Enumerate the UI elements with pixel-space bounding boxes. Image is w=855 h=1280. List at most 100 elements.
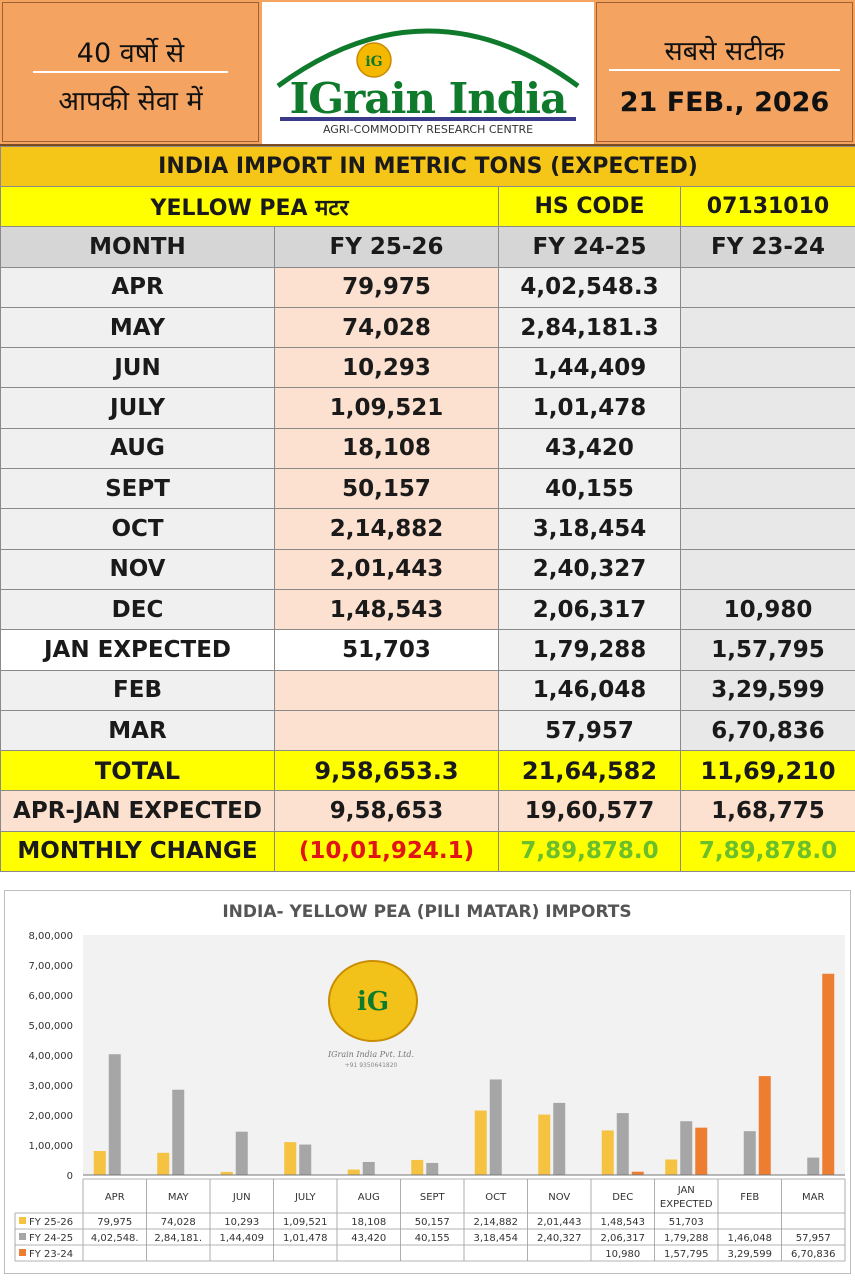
monthly-change-fy26: (10,01,924.1) — [274, 830, 499, 873]
legend-label: FY 24-25 — [29, 1233, 73, 1244]
table-row: MAR 57,957 6,70,836 — [0, 709, 855, 752]
fy25-cell: 2,06,317 — [498, 588, 681, 631]
imports-bar-chart: INDIA- YELLOW PEA (PILI MATAR) IMPORTS iG… — [14, 902, 846, 1262]
y-tick-label: 4,00,000 — [28, 1051, 73, 1062]
fy24-cell — [680, 508, 855, 550]
bar — [489, 1079, 502, 1175]
apr-jan-fy24: 1,68,775 — [680, 790, 855, 832]
fy24-cell — [680, 427, 855, 470]
data-label: 10,980 — [605, 1249, 640, 1260]
monthly-change-fy24: 7,89,878.0 — [680, 830, 855, 873]
brand-divider — [280, 117, 576, 121]
table-row: NOV 2,01,443 2,40,327 — [0, 548, 855, 590]
month-cell: DEC — [0, 588, 275, 631]
data-label: 2,84,181. — [154, 1233, 202, 1244]
bar — [411, 1159, 424, 1175]
data-label: 1,79,288 — [664, 1233, 709, 1244]
fy26-cell: 74,028 — [274, 306, 499, 349]
table-row: FEB 1,46,048 3,29,599 — [0, 669, 855, 711]
data-label: 1,09,521 — [283, 1217, 328, 1228]
total-fy26: 9,58,653.3 — [274, 750, 499, 792]
x-tick-label: APR — [105, 1192, 125, 1203]
watermark-phone: +91 9350641820 — [345, 1062, 398, 1069]
fy24-cell: 1,57,795 — [680, 629, 855, 671]
fy26-cell: 1,48,543 — [274, 588, 499, 631]
x-tick-label: EXPECTED — [660, 1199, 713, 1210]
fy26-cell: 18,108 — [274, 427, 499, 470]
fy25-cell: 43,420 — [498, 427, 681, 470]
bar — [299, 1144, 312, 1175]
total-fy25: 21,64,582 — [498, 750, 681, 792]
data-label: 18,108 — [351, 1217, 386, 1228]
data-label: 2,01,443 — [537, 1217, 582, 1228]
table-row: JUN 10,293 1,44,409 — [0, 347, 855, 389]
table-title: INDIA IMPORT IN METRIC TONS (EXPECTED) — [0, 146, 855, 187]
watermark-logo-icon — [328, 960, 418, 1042]
column-header: MONTH — [0, 226, 275, 268]
watermark-mark: iG — [357, 987, 389, 1017]
bar — [93, 1151, 106, 1175]
x-tick-label: JUN — [232, 1192, 251, 1203]
bar — [347, 1169, 360, 1175]
tagline-line-1: 40 वर्षो से — [76, 38, 185, 69]
x-tick-label: MAR — [802, 1192, 824, 1203]
month-cell: NOV — [0, 548, 275, 590]
fy24-cell: 3,29,599 — [680, 669, 855, 711]
brand-name: IGrain India — [289, 74, 568, 123]
legend-swatch — [19, 1217, 26, 1224]
fy26-cell: 10,293 — [274, 347, 499, 389]
y-tick-label: 5,00,000 — [28, 1021, 73, 1032]
y-tick-label: 2,00,000 — [28, 1111, 73, 1122]
fy25-cell: 1,44,409 — [498, 347, 681, 389]
table-row: JAN EXPECTED 51,703 1,79,288 1,57,795 — [0, 629, 855, 671]
watermark-name: IGrain India Pvt. Ltd. — [327, 1050, 414, 1059]
month-cell: FEB — [0, 669, 275, 711]
fy25-cell: 40,155 — [498, 468, 681, 510]
x-tick-label: JULY — [294, 1192, 317, 1203]
data-label: 50,157 — [415, 1217, 450, 1228]
header: 40 वर्षो से आपकी सेवा में iG IGrain Indi… — [0, 0, 855, 146]
x-tick-label: OCT — [485, 1192, 507, 1203]
data-label: 4,02,548. — [91, 1233, 139, 1244]
x-tick-label: DEC — [612, 1192, 633, 1203]
bar — [157, 1152, 170, 1175]
monthly-change-row: MONTHLY CHANGE (10,01,924.1) 7,89,878.0 … — [0, 830, 855, 873]
bar — [807, 1157, 820, 1175]
apr-jan-row: APR-JAN EXPECTED 9,58,653 19,60,577 1,68… — [0, 790, 855, 832]
apr-jan-fy25: 19,60,577 — [498, 790, 681, 832]
fy25-cell: 1,01,478 — [498, 387, 681, 429]
bar — [235, 1131, 248, 1175]
tagline-divider — [33, 71, 228, 73]
logo-arc-icon: iG — [276, 28, 580, 89]
report-date: 21 FEB., 2026 — [619, 87, 830, 118]
bar — [758, 1076, 771, 1175]
bar — [601, 1130, 614, 1175]
accuracy-tagline: सबसे सटीक — [664, 36, 785, 67]
table-row: JULY 1,09,521 1,01,478 — [0, 387, 855, 429]
tagline-line-2: आपकी सेवा में — [58, 86, 203, 117]
x-tick-label: FEB — [740, 1192, 759, 1203]
table-row: APR 79,975 4,02,548.3 — [0, 266, 855, 308]
data-label: 1,46,048 — [727, 1233, 772, 1244]
x-tick-label: JAN — [677, 1185, 695, 1196]
fy25-cell: 57,957 — [498, 709, 681, 752]
table-row: AUG 18,108 43,420 — [0, 427, 855, 470]
import-table: INDIA IMPORT IN METRIC TONS (EXPECTED) Y… — [0, 146, 855, 873]
commodity-row: YELLOW PEA मटर HS CODE 07131010 — [0, 185, 855, 228]
bar — [426, 1162, 439, 1175]
apr-jan-fy26: 9,58,653 — [274, 790, 499, 832]
data-label: 57,957 — [796, 1233, 831, 1244]
column-header: FY 25-26 — [274, 226, 499, 268]
y-tick-label: 0 — [67, 1171, 73, 1182]
y-tick-label: 3,00,000 — [28, 1081, 73, 1092]
fy26-cell — [274, 709, 499, 752]
bar — [362, 1161, 375, 1175]
data-label: 1,44,409 — [219, 1233, 264, 1244]
data-label: 1,57,795 — [664, 1249, 709, 1260]
fy26-cell — [274, 669, 499, 711]
fy25-cell: 2,40,327 — [498, 548, 681, 590]
data-label: 40,155 — [415, 1233, 450, 1244]
data-label: 2,40,327 — [537, 1233, 582, 1244]
bar — [822, 973, 835, 1175]
date-divider — [609, 69, 840, 71]
